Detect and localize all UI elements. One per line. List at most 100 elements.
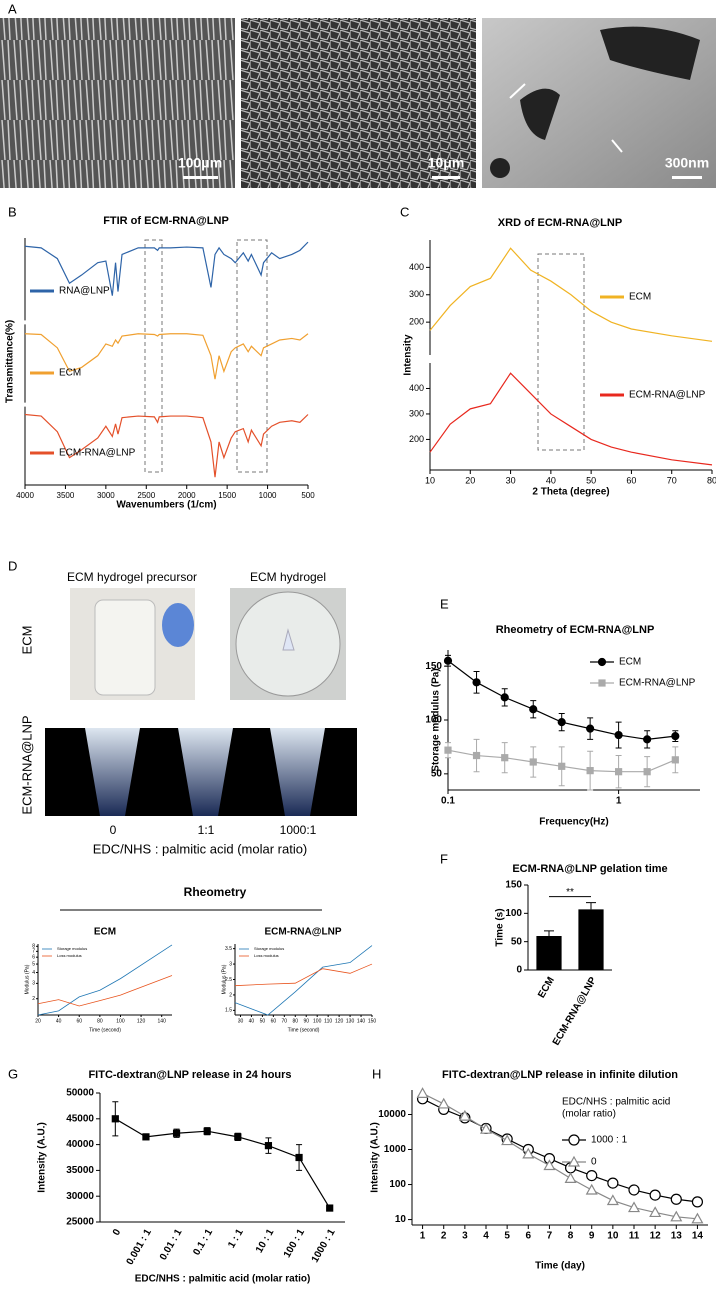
scale-label: 100μm [178,155,222,171]
x-tick-label: 50 [586,475,596,485]
error-bar [544,930,554,936]
legend-title: (molar ratio) [562,1109,616,1120]
x-tick-label: 3500 [57,491,75,500]
marker [529,705,538,714]
y-tick-label: 3 [32,981,35,987]
scale-bar [432,176,460,179]
row-label: ECM [19,626,34,655]
marker [586,724,595,733]
marker [264,1142,273,1150]
x-tick-label: 140 [158,1018,167,1024]
marker [643,768,651,776]
x-tick-label: 60 [76,1018,82,1024]
legend-label: ECM-RNA@LNP [629,390,706,401]
x-tick-label: 10 [425,475,435,485]
tube-caption: EDC/NHS : palmitic acid (molar ratio) [93,841,308,856]
marker [111,1115,119,1123]
marker [671,756,679,764]
x-tick-label: 130 [346,1018,355,1024]
marker [598,679,606,687]
marker [615,768,623,776]
row-label: ECM-RNA@LNP [19,715,34,814]
legend-label: RNA@LNP [59,286,110,297]
marker [416,1087,429,1098]
y-tick-label: 150 [425,661,442,672]
x-tick-label: 10 [607,1231,619,1242]
x-tick-label: 8 [568,1231,574,1242]
y-tick-label: 2.5 [225,977,232,983]
tube-label: 1000:1 [280,823,317,837]
marker [671,732,680,741]
chart-title: Rheometry of ECM-RNA@LNP [496,624,655,636]
marker [586,767,594,775]
x-tick-label: 1000 : 1 [310,1227,338,1265]
y-tick-label: 7 [32,949,35,955]
x-tick-label: ECM [536,975,557,1000]
pore [490,158,510,178]
panel-label: A [8,1,17,16]
marker [172,1129,181,1137]
vial [94,599,156,696]
x-axis-label: Time (second) [89,1027,121,1033]
section-title: Rheometry [184,885,247,899]
y-axis-label: Transmittance(%) [5,320,16,403]
photo-title: ECM hydrogel [250,570,326,584]
y-axis-label: Modulus (Pa) [221,964,227,994]
x-tick-label: 1500 [218,491,236,500]
panel-label: E [440,596,449,611]
x-tick-label: 120 [137,1018,146,1024]
y-tick-label: 300 [409,408,424,418]
x-tick-label: 5 [504,1231,510,1242]
marker [568,1134,580,1146]
y-tick-label: 50 [431,768,443,779]
series-line [234,963,373,987]
x-axis-label: Wavenumbers (1/cm) [116,500,216,511]
marker [649,1189,661,1201]
legend-label: Loss modulus [57,953,82,958]
legend-label: Loss modulus [254,953,279,958]
bar [536,936,562,970]
y-tick-label: 3 [229,961,232,967]
y-tick-label: 2 [32,996,35,1002]
y-tick-label: 100 [425,715,442,726]
y-tick-label: 2 [229,992,232,998]
series-line [429,247,713,342]
marker [557,718,566,727]
x-tick-label: 4000 [16,491,34,500]
legend-label: ECM [59,368,81,379]
series-line [429,372,713,466]
error-bar [586,902,596,910]
legend-title: EDC/NHS : palmitic acid [562,1097,670,1108]
series-line [24,333,309,380]
marker [607,1177,619,1189]
x-tick-label: 120 [335,1018,344,1024]
x-tick-label: 1 : 1 [226,1227,246,1250]
x-tick-label: 7 [547,1231,553,1242]
x-tick-label: 20 [35,1018,41,1024]
x-tick-label: 40 [546,475,556,485]
y-axis-label: Storage modulus (Pa) [431,668,442,771]
y-tick-label: 150 [505,880,522,891]
x-tick-label: 1 [420,1231,426,1242]
x-tick-label: 9 [589,1231,595,1242]
x-tick-label: 1000 [259,491,277,500]
y-tick-label: 8 [32,944,35,950]
y-tick-label: 400 [409,383,424,393]
highlight-box [144,239,585,473]
marker [501,754,509,762]
x-tick-label: 0.001 : 1 [125,1227,154,1267]
x-tick-label: 1 [616,796,622,807]
scale-bar [183,176,218,179]
pore [600,26,700,81]
scale-bar [672,176,702,179]
marker [234,1133,242,1141]
x-tick-label: 80 [97,1018,103,1024]
y-tick-label: 1.5 [225,1008,232,1014]
x-tick-label: 100 [116,1018,125,1024]
x-tick-label: 0.1 [441,796,455,807]
marker [670,1193,682,1205]
x-tick-label: 3000 [97,491,115,500]
x-tick-label: 100 : 1 [282,1227,307,1260]
x-axis-label: 2 Theta (degree) [532,487,609,498]
panel-label: H [372,1066,381,1081]
